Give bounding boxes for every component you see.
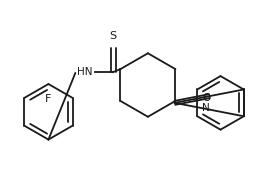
Text: F: F (45, 94, 52, 104)
Text: HN: HN (77, 67, 93, 77)
Text: S: S (110, 31, 117, 41)
Text: O: O (202, 93, 210, 103)
Text: N: N (202, 103, 210, 113)
